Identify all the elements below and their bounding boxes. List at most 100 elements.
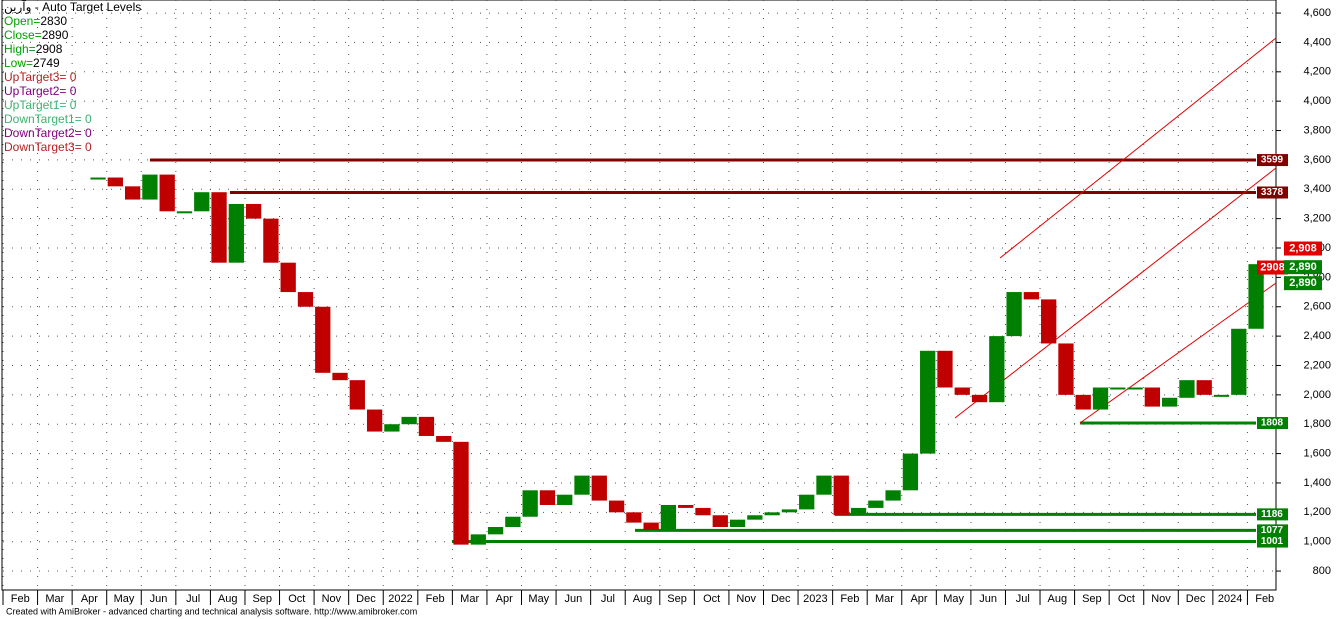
y-tick-label: 800 — [1313, 565, 1331, 577]
x-tick-label: Sep — [667, 593, 687, 605]
legend-value: 0 — [70, 98, 77, 112]
legend-entry: DownTarget3= 0 — [4, 140, 92, 154]
price-bar — [263, 218, 279, 263]
y-tick-label: 2,600 — [1303, 301, 1331, 313]
x-tick-label: 2022 — [388, 593, 412, 605]
x-tick-label: Nov — [736, 593, 756, 605]
x-tick-label: Feb — [11, 593, 30, 605]
price-box — [1284, 260, 1322, 275]
legend-value: 0 — [85, 140, 92, 154]
price-bar — [211, 192, 227, 263]
legend-label: DownTarget2= — [4, 126, 85, 140]
axes: 800 1,000 1,200 1,400 1,600 1,800 2,000 2,200 2,… — [2, 7, 1331, 605]
price-bar — [574, 475, 590, 495]
level-label: 3599 — [1261, 155, 1284, 166]
price-bar — [971, 394, 988, 403]
price-bar — [747, 515, 763, 520]
price-bar — [315, 306, 331, 373]
legend-label: UpTarget3= — [4, 70, 70, 84]
trend-line — [999, 37, 1277, 259]
price-label: 2,890 — [1289, 277, 1317, 289]
y-tick-label: 4,000 — [1303, 95, 1331, 107]
chart-title: وآرين - Auto Target Levels — [4, 0, 141, 14]
legend-entry: UpTarget1= 0 — [4, 98, 77, 112]
price-bar — [1179, 380, 1195, 398]
price-bar — [937, 350, 953, 388]
y-tick-label: 2,400 — [1303, 330, 1331, 342]
price-bar — [660, 504, 677, 530]
trend-line — [1079, 282, 1277, 424]
x-tick-label: Sep — [252, 593, 272, 605]
price-bar — [245, 203, 262, 219]
price-bar — [280, 262, 296, 293]
x-tick-label: Oct — [1118, 593, 1135, 605]
y-tick-label: 1,200 — [1303, 506, 1331, 518]
price-bar — [194, 192, 210, 212]
price-bar — [764, 512, 780, 516]
x-tick-label: Mar — [875, 593, 894, 605]
x-tick-label: Nov — [1151, 593, 1171, 605]
legend-value: 2830 — [40, 14, 67, 28]
price-bar — [1127, 387, 1143, 390]
price-bar — [522, 490, 538, 517]
x-tick-label: Jul — [1016, 593, 1030, 605]
price-bar — [608, 500, 625, 513]
price-bar — [349, 380, 365, 410]
y-tick-label: 3,600 — [1303, 154, 1331, 166]
price-bar — [1006, 292, 1022, 337]
legend-label: Open= — [4, 14, 40, 28]
x-tick-label: May — [943, 593, 964, 605]
price-bar — [833, 475, 849, 516]
footer: Created with AmiBroker - advanced charti… — [6, 606, 417, 616]
price-bar — [885, 490, 901, 501]
price-bar — [643, 522, 659, 530]
legend-value: 2749 — [33, 56, 60, 70]
legend-label: DownTarget1= — [4, 112, 85, 126]
price-bar — [816, 475, 832, 495]
x-tick-label: Dec — [1186, 593, 1206, 605]
legend-label: UpTarget1= — [4, 98, 70, 112]
price-bar — [1248, 264, 1264, 329]
price-label: 2,890 — [1289, 261, 1317, 273]
price-bar — [868, 500, 884, 508]
price-bar — [1041, 299, 1057, 344]
price-bar — [1058, 343, 1074, 395]
level-label: 1808 — [1261, 418, 1284, 429]
level-label: 1186 — [1261, 509, 1283, 520]
x-tick-label: Jul — [601, 593, 615, 605]
price-bar — [1231, 328, 1247, 395]
price-bar — [695, 507, 711, 516]
price-bar — [902, 453, 919, 491]
x-tick-label: Apr — [910, 593, 927, 605]
price-bar — [557, 494, 573, 505]
price-bar — [781, 509, 798, 513]
price-bar — [228, 203, 244, 263]
price-bar — [401, 416, 417, 425]
level-label: 1077 — [1261, 525, 1284, 536]
legend-entry: Low=2749 — [4, 56, 60, 70]
price-bar — [159, 174, 175, 212]
price-bar — [176, 211, 193, 214]
x-tick-label: Aug — [633, 593, 653, 605]
x-tick-label: Aug — [218, 593, 238, 605]
price-bar — [591, 475, 607, 501]
price-bar — [1023, 292, 1040, 300]
y-tick-label: 1,800 — [1303, 418, 1331, 430]
price-box — [1257, 260, 1288, 275]
price-bars — [90, 174, 1264, 545]
price-label: 2,908 — [1289, 242, 1317, 254]
price-bar — [470, 534, 486, 545]
price-bar — [366, 409, 383, 432]
level-box — [1257, 154, 1288, 167]
x-tick-label: Apr — [81, 593, 98, 605]
x-tick-label: Feb — [840, 593, 859, 605]
y-tick-label: 1,600 — [1303, 447, 1331, 459]
legend-entry: High=2908 — [4, 42, 63, 56]
x-tick-label: Dec — [771, 593, 791, 605]
price-bar — [297, 292, 314, 307]
price-label: 2908 — [1260, 261, 1284, 273]
legend-entry: Close=2890 — [4, 28, 69, 42]
y-tick-label: 2,000 — [1303, 389, 1331, 401]
legend-value: 2890 — [42, 28, 69, 42]
price-bar — [436, 435, 452, 442]
